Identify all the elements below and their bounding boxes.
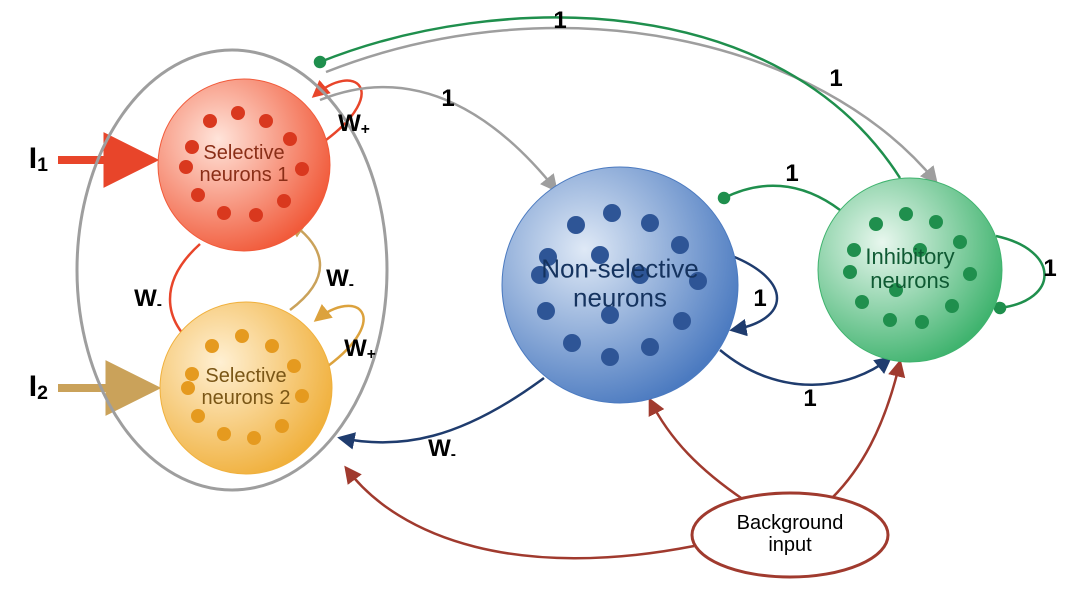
edge-label-inhib-self: 1	[1043, 255, 1056, 282]
node-nonsel: Non-selectiveneurons	[502, 167, 738, 403]
node-label-sel2: Selectiveneurons 2	[202, 365, 291, 409]
edge-label-inhib-to-nonsel-top: 1	[785, 160, 798, 187]
edge-nonsel-to-inhib-bottom	[720, 350, 890, 385]
edge-bg-to-group	[346, 468, 694, 558]
edge-label-group-to-nonsel-top-grey: 1	[441, 85, 454, 112]
node-label-inhib: Inhibitoryneurons	[865, 244, 954, 293]
input-label-I1: I1	[29, 142, 48, 176]
edge-label-nonsel-to-inhib-bottom: 1	[803, 385, 816, 412]
node-label-sel1: Selectiveneurons 1	[200, 142, 289, 186]
node-sel2: Selectiveneurons 2	[160, 302, 332, 474]
edge-inhib-to-group-top-green	[320, 17, 900, 178]
edge-label-sel2-self: W+	[344, 335, 376, 363]
edge-bg-to-nonsel	[650, 400, 744, 500]
edge-label-sel1-self: W+	[338, 110, 370, 138]
diagram-canvas: Selectiveneurons 1 Selectiveneurons 2 Non-…	[0, 0, 1084, 605]
edge-inhib-self	[996, 236, 1045, 308]
input-label-I2: I2	[29, 370, 48, 404]
edge-label-sel-to-nonsel: W-	[428, 435, 456, 463]
edge-inhib-to-nonsel-top	[724, 186, 840, 210]
edge-sel-to-nonsel	[340, 378, 544, 442]
node-background-input: Backgroundinput	[692, 493, 888, 577]
edge-label-sel2-to-sel1: W-	[326, 265, 354, 293]
edge-label-nonsel-self: 1	[753, 285, 766, 312]
edge-group-to-inhib-top-grey	[326, 28, 936, 182]
node-layer: Selectiveneurons 1 Selectiveneurons 2 Non-…	[77, 50, 1002, 577]
node-sel1: Selectiveneurons 1	[158, 79, 330, 251]
edge-label-inhib-to-group-top-green: 1	[553, 7, 566, 34]
edge-label-sel1-to-sel2: W-	[134, 285, 162, 313]
edge-label-group-to-inhib-top-grey: 1	[829, 65, 842, 92]
edge-bg-to-inhib	[832, 362, 900, 498]
node-inhib: Inhibitoryneurons	[818, 178, 1002, 362]
